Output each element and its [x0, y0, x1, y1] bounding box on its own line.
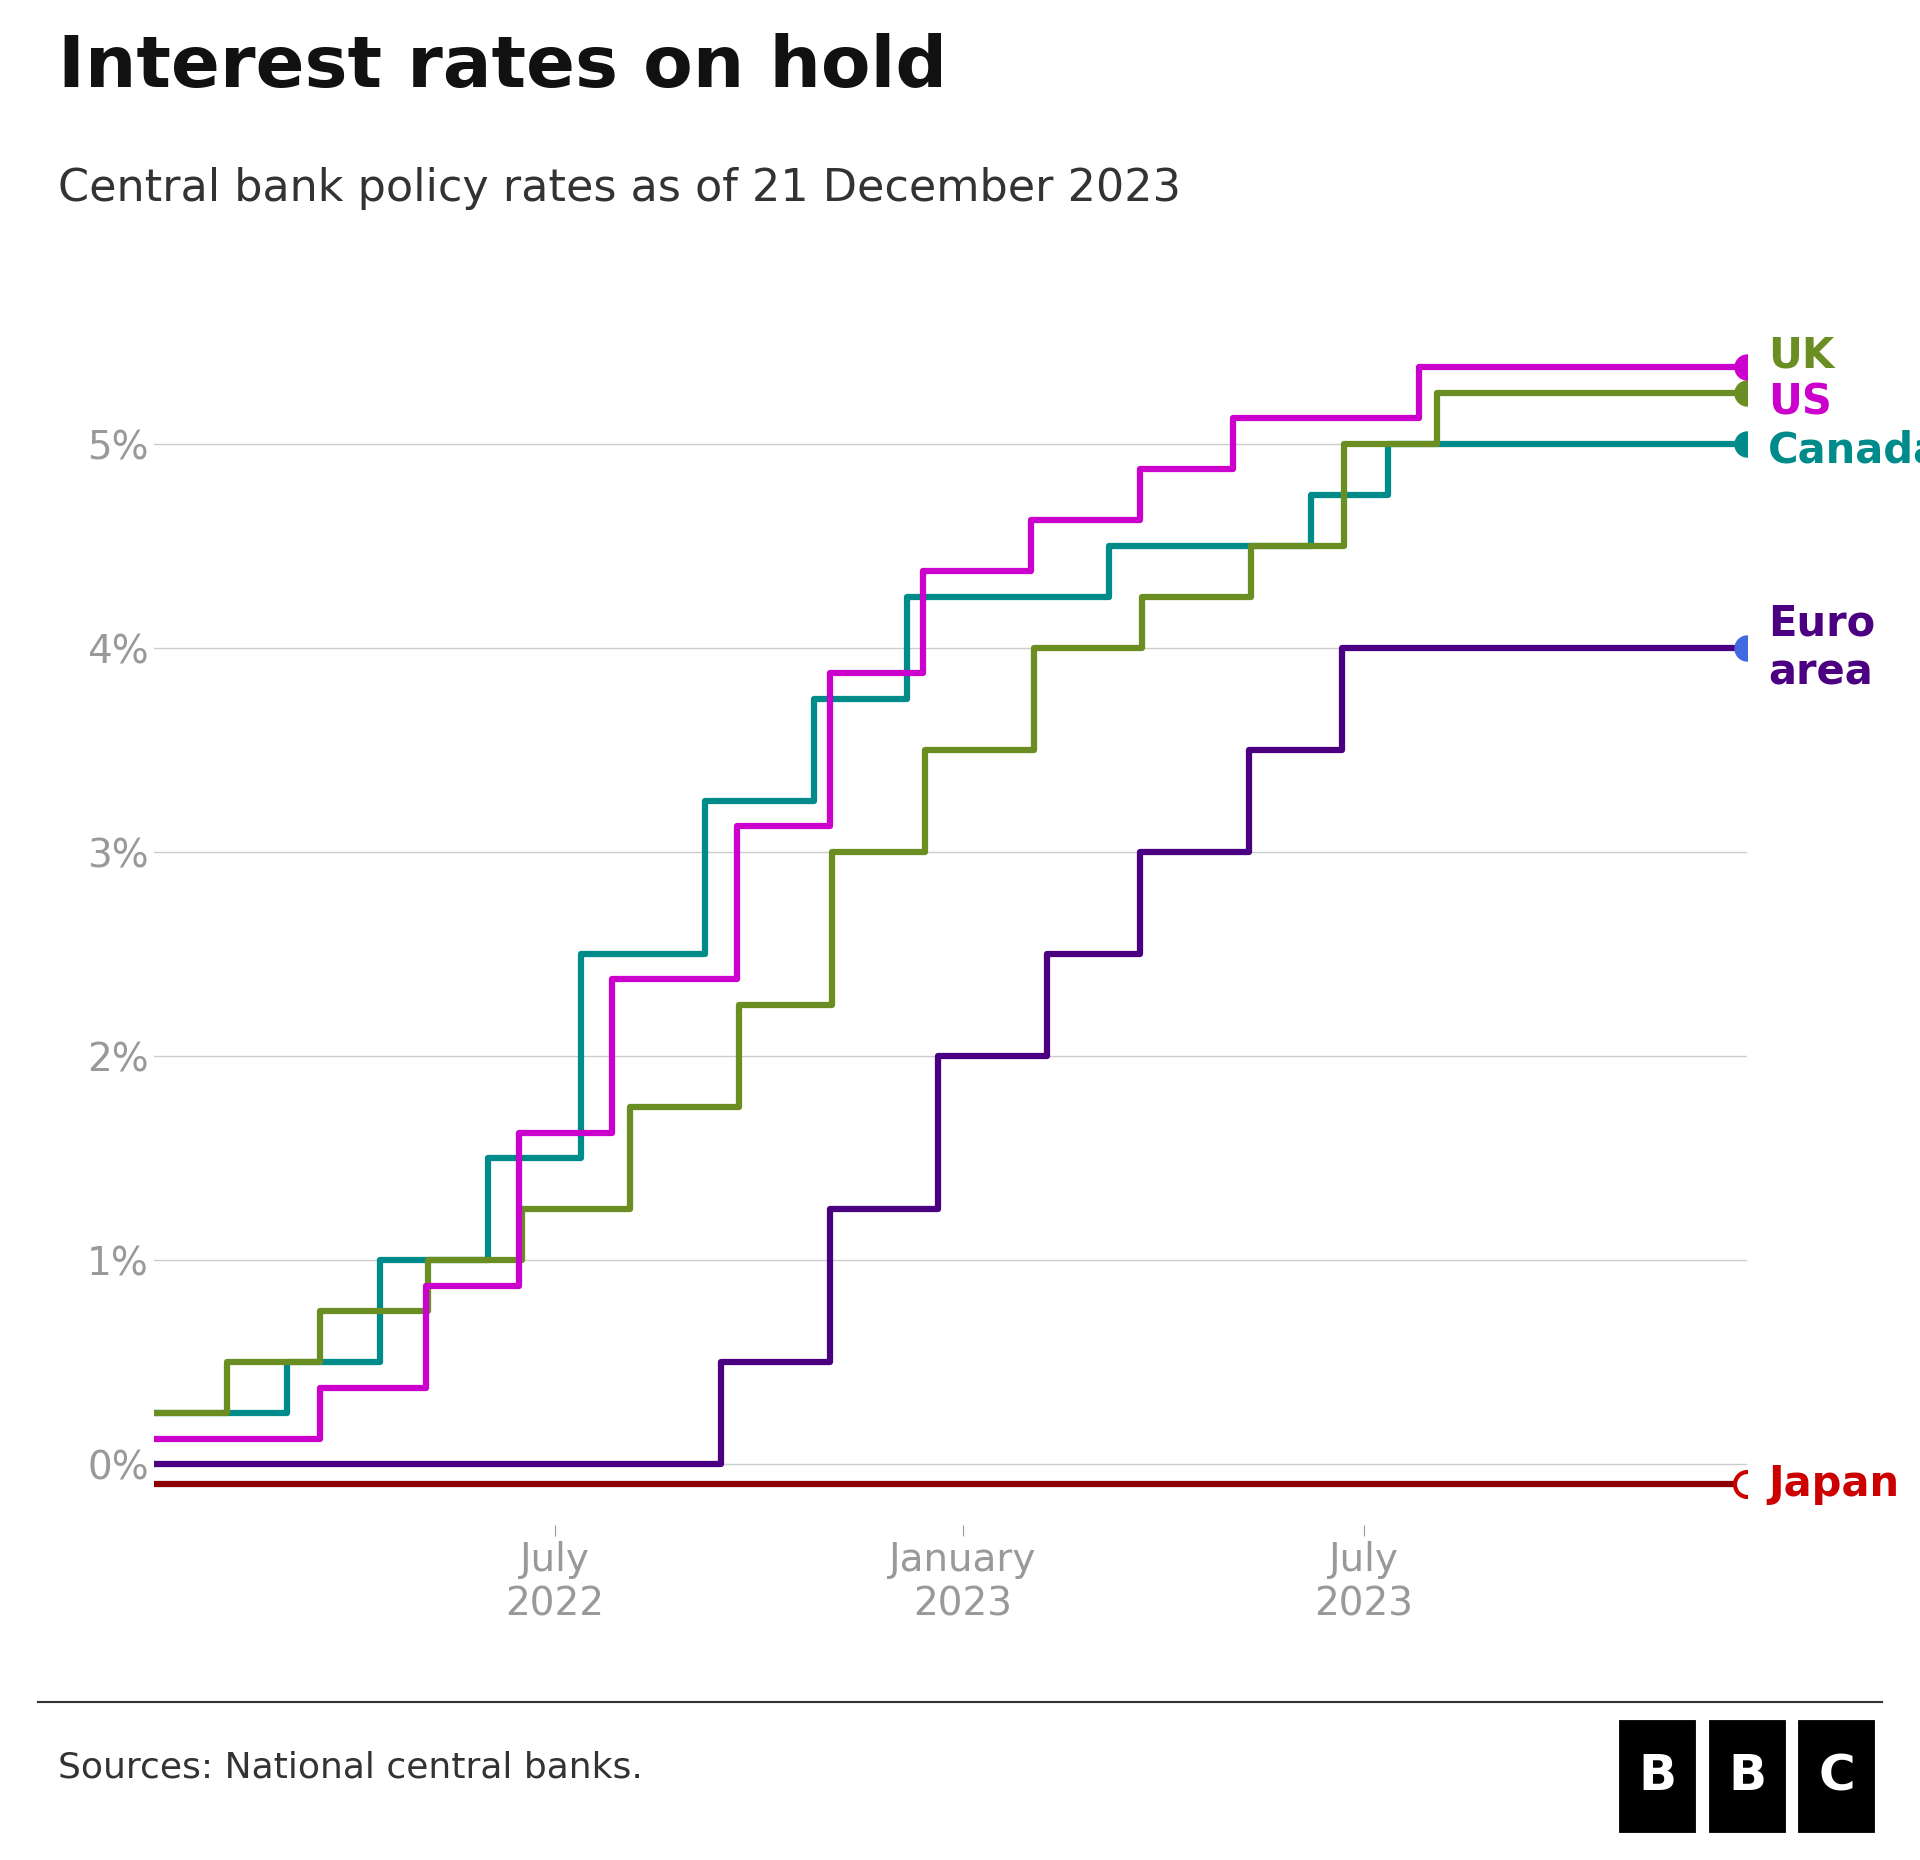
FancyBboxPatch shape — [1797, 1719, 1878, 1834]
Text: Japan: Japan — [1768, 1464, 1899, 1505]
Text: C: C — [1818, 1752, 1855, 1800]
Text: Interest rates on hold: Interest rates on hold — [58, 33, 947, 102]
FancyBboxPatch shape — [1617, 1719, 1697, 1834]
Text: Euro
area: Euro area — [1768, 603, 1876, 694]
Text: B: B — [1728, 1752, 1766, 1800]
FancyBboxPatch shape — [1707, 1719, 1788, 1834]
Text: B: B — [1638, 1752, 1676, 1800]
Text: Canada: Canada — [1768, 430, 1920, 472]
Text: Sources: National central banks.: Sources: National central banks. — [58, 1750, 643, 1784]
Text: Central bank policy rates as of 21 December 2023: Central bank policy rates as of 21 Decem… — [58, 167, 1181, 210]
Text: UK: UK — [1768, 335, 1834, 376]
Text: US: US — [1768, 381, 1832, 424]
